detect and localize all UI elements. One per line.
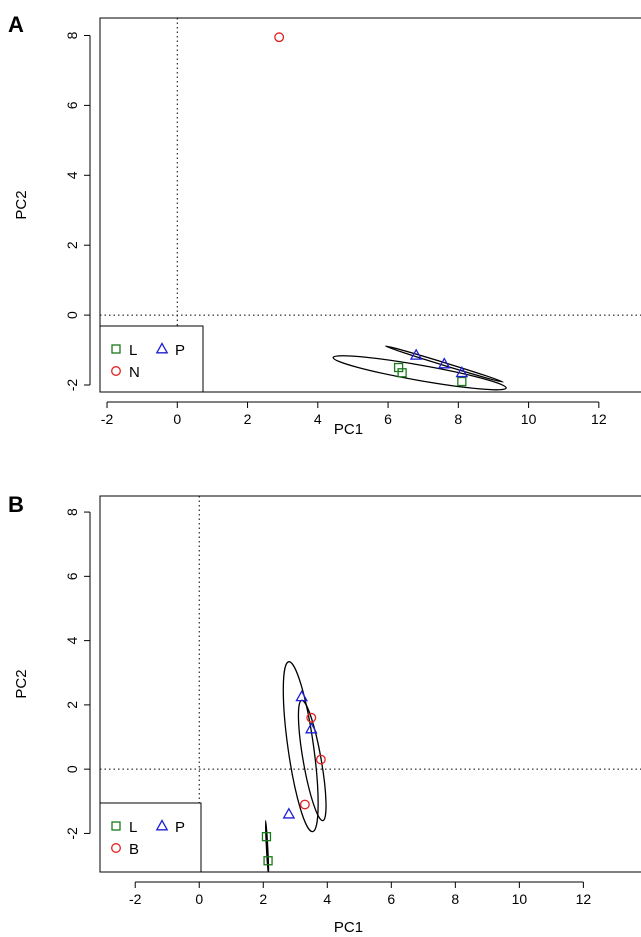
data-point-l-square <box>457 376 467 387</box>
x-axis-title: PC1 <box>334 919 363 936</box>
legend-box <box>99 802 202 873</box>
legend-marker-square <box>111 821 121 831</box>
panel-a: A -2 0 2 4 6 8 10 12 -2 0 2 4 6 8 PC1 PC2 L P N <box>8 12 641 438</box>
data-point-p-triangle <box>304 722 318 734</box>
data-point-b-circle <box>306 712 317 723</box>
panel-b: B -2 0 2 4 6 8 10 12 -2 0 2 4 6 8 PC1 PC2 L P B <box>8 492 641 936</box>
legend-marker-square <box>111 344 121 354</box>
y-tick-label: 2 <box>64 241 80 249</box>
plot-frame <box>99 495 641 873</box>
confidence-ellipse-p <box>384 345 504 383</box>
x-tick-label: 2 <box>259 891 267 907</box>
legend-label: N <box>129 364 140 381</box>
x-tick-label: -2 <box>129 891 142 907</box>
legend-marker-circle <box>111 366 121 376</box>
data-point-b-circle <box>315 754 326 765</box>
data-point-p-triangle <box>282 807 296 819</box>
data-point-p-triangle <box>409 348 423 360</box>
plot-area <box>100 496 641 872</box>
y-tick-label: 8 <box>64 508 80 516</box>
data-point-n-circle <box>274 32 285 43</box>
y-tick-label: 6 <box>64 572 80 580</box>
data-point-p-triangle <box>295 690 308 702</box>
x-tick-label: 8 <box>454 411 462 427</box>
x-tick-label: 0 <box>195 891 203 907</box>
data-point-l-square <box>397 368 407 378</box>
x-tick-label: -2 <box>101 411 114 427</box>
x-tick-label: 2 <box>244 411 252 427</box>
x-tick-label: 4 <box>314 411 322 427</box>
legend-marker-triangle <box>155 819 169 831</box>
legend-label: B <box>129 841 139 858</box>
legend-label: P <box>175 342 185 359</box>
y-tick-label: 4 <box>64 171 80 179</box>
confidence-ellipse-l <box>264 819 270 872</box>
legend-label: L <box>129 819 137 836</box>
x-tick-label: 6 <box>384 411 392 427</box>
y-tick-label: -2 <box>64 827 80 840</box>
x-tick-label: 8 <box>451 891 459 907</box>
x-tick-label: 12 <box>576 891 592 907</box>
x-tick-label: 12 <box>591 411 607 427</box>
x-tick-label: 6 <box>387 891 395 907</box>
legend-marker-circle <box>111 843 121 853</box>
data-point-p-triangle <box>437 357 451 369</box>
x-tick-label: 10 <box>512 891 528 907</box>
panel-letter: A <box>8 12 24 37</box>
legend-label: L <box>129 342 137 359</box>
legend-marker-triangle <box>155 342 169 354</box>
legend: L P N <box>99 325 204 393</box>
y-tick-label: 8 <box>64 31 80 39</box>
x-tick-label: 4 <box>323 891 331 907</box>
legend-box <box>99 325 204 393</box>
x-tick-label: 10 <box>521 411 537 427</box>
y-tick-label: -2 <box>64 379 80 392</box>
data-point-l-square <box>263 856 273 866</box>
confidence-ellipse-p <box>282 661 319 833</box>
legend: L P B <box>99 802 202 873</box>
y-axis-title: PC2 <box>13 190 30 219</box>
y-tick-label: 6 <box>64 101 80 109</box>
y-tick-label: 2 <box>64 701 80 709</box>
panel-letter: B <box>8 492 24 517</box>
data-point-p-triangle <box>455 365 469 378</box>
confidence-ellipse-l <box>332 355 507 391</box>
x-axis-title: PC1 <box>334 421 363 438</box>
legend-label: P <box>175 819 185 836</box>
y-tick-label: 0 <box>64 311 80 319</box>
data-point-l-square <box>261 831 272 842</box>
y-tick-label: 0 <box>64 765 80 773</box>
x-tick-label: 0 <box>173 411 181 427</box>
data-point-b-circle <box>299 799 310 810</box>
plot-frame <box>99 17 641 393</box>
y-tick-label: 4 <box>64 637 80 645</box>
y-axis-title: PC2 <box>13 669 30 698</box>
